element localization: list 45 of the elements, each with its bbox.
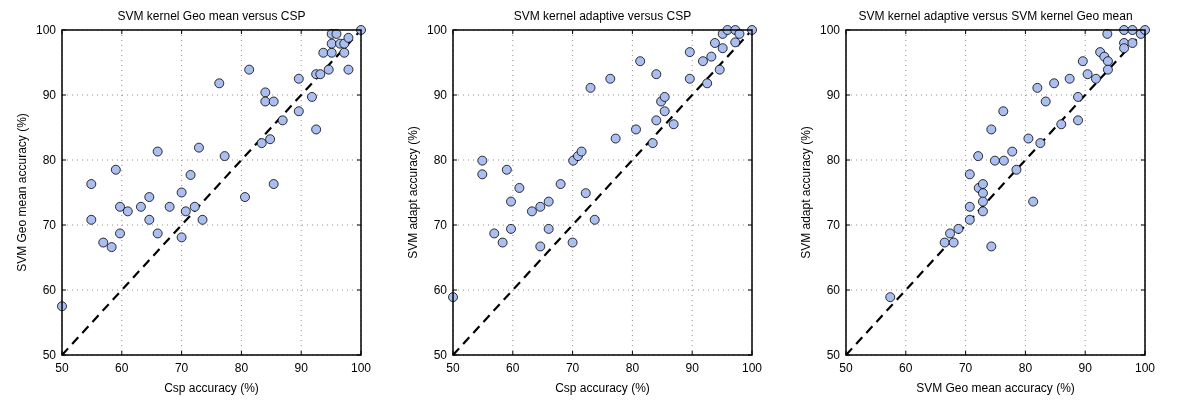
x-axis-title: Csp accuracy (%) bbox=[164, 381, 259, 395]
x-axis-title: Csp accuracy (%) bbox=[555, 381, 650, 395]
x-tick-label: 60 bbox=[506, 361, 520, 375]
y-axis-title: SVM adapt accuracy (%) bbox=[406, 126, 420, 259]
y-axis-title: SVM adapt accuracy (%) bbox=[799, 126, 813, 259]
y-axis-title: SVM Geo mean accuracy (%) bbox=[15, 113, 29, 272]
x-tick-label: 50 bbox=[839, 361, 853, 375]
x-tick-label: 100 bbox=[350, 361, 372, 375]
chart-title: SVM kernel adaptive versus SVM kernel Geo mean bbox=[858, 9, 1133, 23]
chart-title: SVM kernel adaptive versus CSP bbox=[513, 9, 692, 23]
x-axis-title: SVM Geo mean accuracy (%) bbox=[916, 381, 1075, 395]
x-tick-label: 100 bbox=[1134, 361, 1156, 375]
x-tick-label: 50 bbox=[446, 361, 460, 375]
y-tick-label: 70 bbox=[42, 218, 57, 233]
x-tick-label: 80 bbox=[1018, 361, 1033, 375]
chart-title: SVM kernel Geo mean versus CSP bbox=[117, 9, 306, 23]
y-tick-label: 70 bbox=[433, 218, 448, 233]
y-tick-label: 100 bbox=[35, 23, 57, 38]
y-tick-label: 100 bbox=[426, 23, 448, 38]
x-tick-label: 70 bbox=[958, 361, 973, 375]
x-tick-label: 70 bbox=[565, 361, 580, 375]
x-tick-label: 60 bbox=[115, 361, 129, 375]
y-tick-label: 60 bbox=[433, 283, 448, 298]
x-tick-label: 60 bbox=[899, 361, 913, 375]
y-tick-label: 80 bbox=[42, 153, 57, 168]
y-tick-label: 70 bbox=[826, 218, 841, 233]
x-tick-label: 80 bbox=[234, 361, 249, 375]
y-tick-label: 60 bbox=[826, 283, 841, 298]
y-tick-label: 50 bbox=[433, 348, 448, 363]
x-tick-label: 80 bbox=[625, 361, 640, 375]
x-tick-label: 90 bbox=[1078, 361, 1093, 375]
y-tick-label: 50 bbox=[42, 348, 57, 363]
y-tick-label: 80 bbox=[433, 153, 448, 168]
x-tick-label: 50 bbox=[55, 361, 69, 375]
x-tick-label: 100 bbox=[741, 361, 763, 375]
x-tick-label: 90 bbox=[294, 361, 309, 375]
y-tick-label: 100 bbox=[819, 23, 841, 38]
y-tick-label: 60 bbox=[42, 283, 57, 298]
y-tick-label: 90 bbox=[433, 88, 448, 103]
y-tick-label: 80 bbox=[826, 153, 841, 168]
y-tick-label: 50 bbox=[826, 348, 841, 363]
y-tick-label: 90 bbox=[42, 88, 57, 103]
y-tick-label: 90 bbox=[826, 88, 841, 103]
x-tick-label: 70 bbox=[174, 361, 189, 375]
x-tick-label: 90 bbox=[685, 361, 700, 375]
